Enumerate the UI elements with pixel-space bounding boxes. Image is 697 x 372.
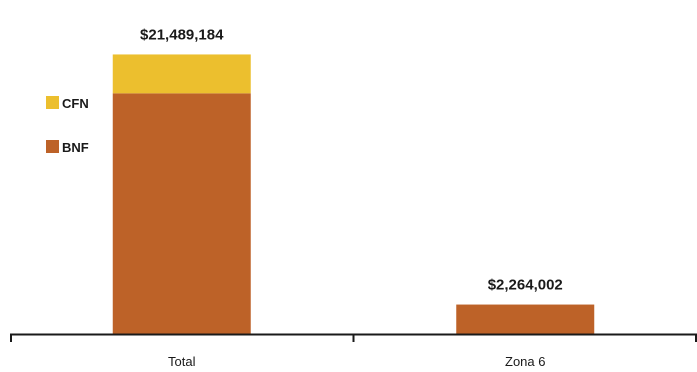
bar-bnf-total [112,93,251,335]
legend: CFN BNF [46,96,89,155]
total-labels-group: $21,489,184 $2,264,002 [140,26,563,293]
legend-label-bnf: BNF [62,140,89,155]
category-labels-group: Total Zona 6 [168,354,545,369]
total-label-total: $21,489,184 [140,26,224,43]
legend-swatch-bnf [46,140,59,153]
bars-group [112,54,595,335]
legend-swatch-cfn [46,96,59,109]
total-label-zona-6: $2,264,002 [488,277,563,294]
legend-label-cfn: CFN [62,96,89,111]
x-axis [10,333,697,342]
category-label-total: Total [168,354,196,369]
bar-bnf-zona-6 [456,304,595,334]
category-label-zona-6: Zona 6 [505,354,545,369]
bar-cfn-total [112,54,251,94]
